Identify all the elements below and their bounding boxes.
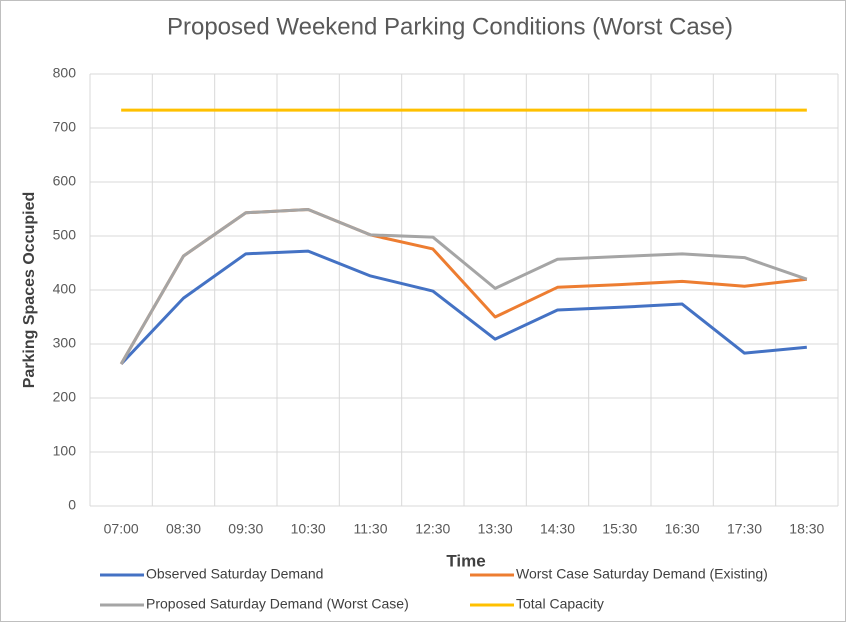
y-tick-label: 600 (53, 173, 77, 189)
x-tick-label: 14:30 (540, 521, 575, 537)
chart-title: Proposed Weekend Parking Conditions (Wor… (167, 13, 733, 40)
x-tick-label: 07:00 (104, 521, 139, 537)
y-tick-label: 300 (53, 335, 77, 351)
x-tick-label: 18:30 (789, 521, 824, 537)
legend-label: Total Capacity (516, 596, 604, 612)
x-tick-label: 08:30 (166, 521, 201, 537)
legend-label: Worst Case Saturday Demand (Existing) (516, 566, 768, 582)
x-tick-label: 15:30 (602, 521, 637, 537)
y-tick-label: 100 (53, 443, 77, 459)
y-tick-label: 0 (68, 497, 76, 513)
x-axis-label: Time (446, 551, 485, 570)
x-tick-label: 17:30 (727, 521, 762, 537)
y-tick-label: 400 (53, 281, 77, 297)
x-tick-label: 12:30 (415, 521, 450, 537)
y-tick-label: 800 (53, 65, 77, 81)
y-tick-label: 700 (53, 119, 77, 135)
x-tick-label: 10:30 (291, 521, 326, 537)
y-tick-label: 500 (53, 227, 77, 243)
x-tick-label: 16:30 (665, 521, 700, 537)
x-tick-label: 11:30 (354, 521, 388, 537)
y-tick-label: 200 (53, 389, 77, 405)
y-axis-label: Parking Spaces Occupied (21, 192, 38, 389)
legend-label: Proposed Saturday Demand (Worst Case) (146, 596, 409, 612)
legend-label: Observed Saturday Demand (146, 566, 323, 582)
x-tick-label: 09:30 (228, 521, 263, 537)
series-line (120, 249, 807, 366)
series-line (119, 208, 808, 365)
x-tick-label: 13:30 (478, 521, 513, 537)
